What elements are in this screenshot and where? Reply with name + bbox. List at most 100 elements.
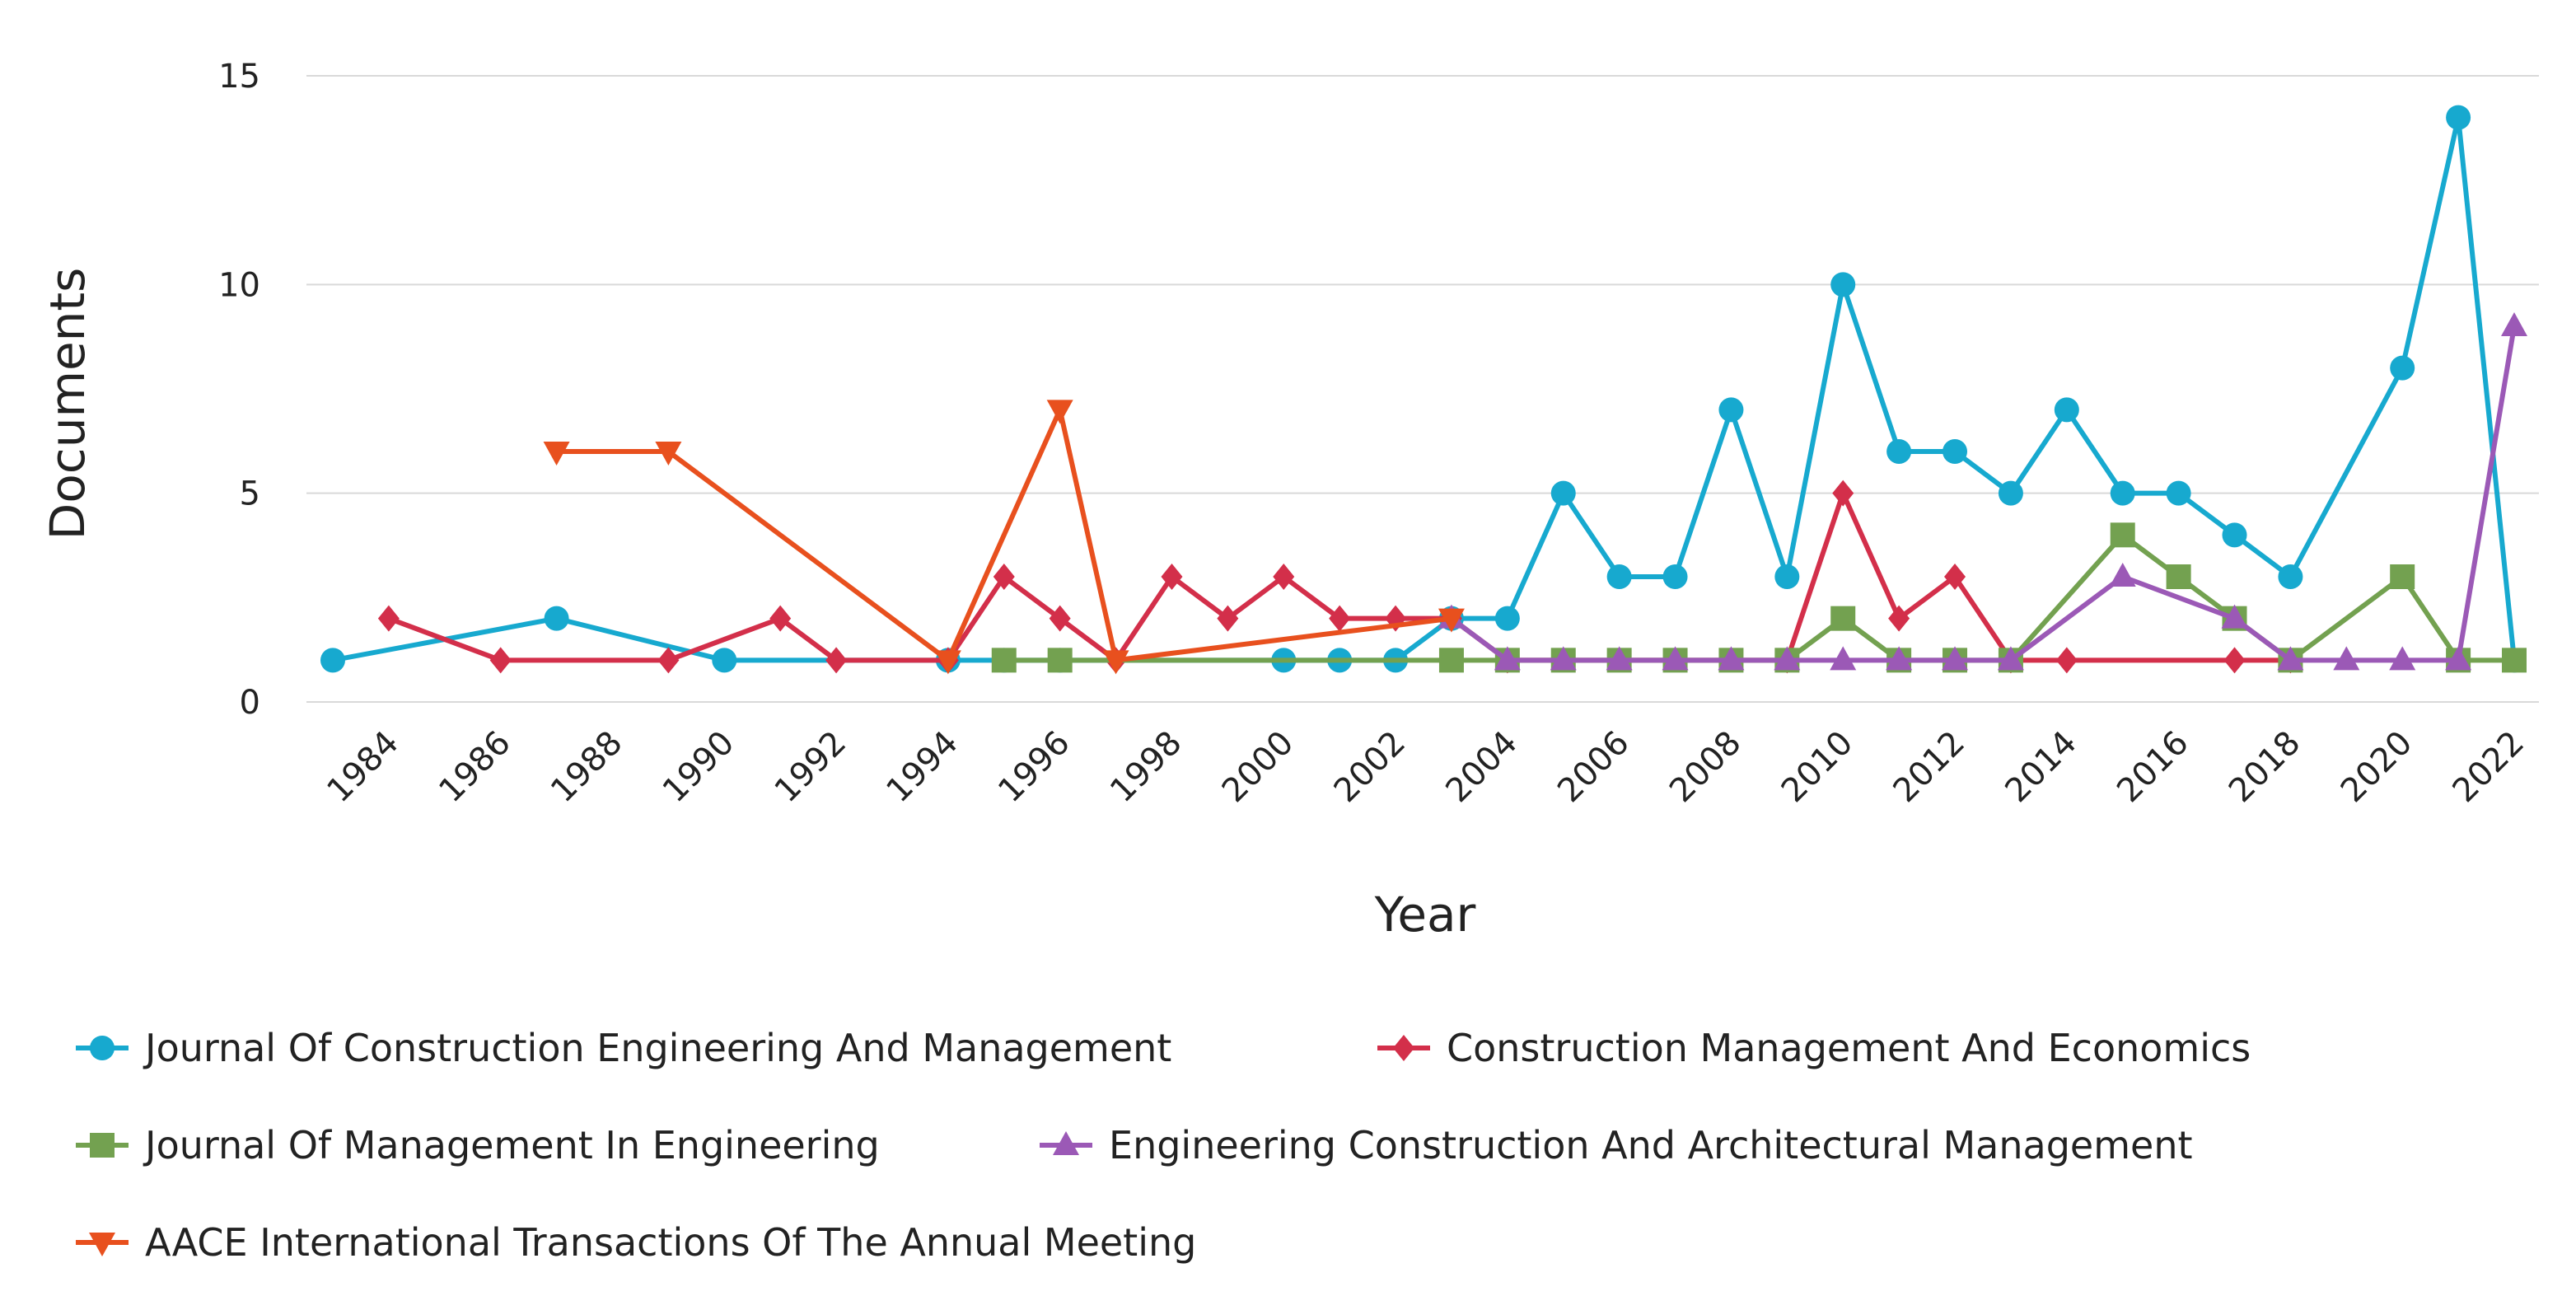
data-point — [2390, 564, 2415, 589]
x-axis-title: Year — [1374, 887, 1476, 943]
legend-item: AACE International Transactions Of The A… — [76, 1220, 1196, 1265]
data-point — [2223, 647, 2246, 674]
data-point — [1046, 400, 1073, 424]
data-point — [320, 648, 345, 673]
data-point — [1662, 564, 1688, 589]
data-point — [2446, 105, 2471, 130]
y-axis-title: Documents — [40, 268, 96, 540]
legend-swatch-marker — [89, 1233, 115, 1256]
x-tick-label: 1994 — [879, 724, 965, 811]
x-tick-label: 1998 — [1103, 724, 1190, 811]
data-point — [2110, 522, 2135, 548]
data-point — [712, 648, 737, 673]
y-axis-ticks: 0 5 10 15 — [218, 58, 260, 722]
series-5 — [543, 400, 1465, 675]
y-tick-label: 10 — [218, 266, 260, 304]
data-point — [1550, 646, 1577, 671]
data-point — [2166, 564, 2191, 589]
x-tick-label: 2012 — [1886, 724, 1973, 811]
legend-item: Journal Of Construction Engineering And … — [76, 1026, 1171, 1070]
x-tick-label: 2010 — [1774, 724, 1861, 811]
data-point — [2333, 646, 2360, 671]
data-point — [1774, 646, 1801, 671]
data-point — [544, 606, 569, 631]
legend-label: Journal Of Management In Engineering — [143, 1123, 880, 1167]
data-point — [543, 442, 570, 466]
data-point — [1047, 648, 1073, 673]
data-point — [1049, 605, 1071, 632]
data-point — [1832, 480, 1854, 507]
data-point — [1774, 564, 1800, 589]
data-point — [2390, 355, 2415, 381]
data-point — [1942, 646, 1969, 671]
data-point — [1550, 480, 1576, 506]
series-lines — [320, 105, 2527, 675]
x-tick-label: 1990 — [656, 724, 742, 811]
legend-swatch-marker — [90, 1133, 115, 1158]
data-point — [1944, 564, 1966, 590]
legend-item: Construction Management And Economics — [1377, 1026, 2251, 1070]
legend-label: AACE International Transactions Of The A… — [145, 1220, 1196, 1265]
data-point — [1997, 646, 2024, 671]
x-tick-label: 2020 — [2334, 724, 2420, 811]
data-point — [993, 564, 1015, 590]
data-point — [1329, 605, 1351, 632]
legend-swatch-marker — [1053, 1131, 1079, 1155]
x-tick-label: 2004 — [1438, 724, 1525, 811]
series-4 — [1438, 312, 2527, 671]
data-point — [2055, 647, 2078, 674]
data-point — [1161, 564, 1183, 590]
x-tick-label: 2000 — [1215, 724, 1302, 811]
data-point — [1830, 646, 1857, 671]
data-point — [1830, 606, 1856, 631]
x-tick-label: 1986 — [432, 724, 518, 811]
series-3 — [991, 522, 2527, 673]
data-point — [2110, 480, 2135, 506]
data-point — [2109, 563, 2136, 587]
data-point — [2054, 397, 2079, 423]
data-point — [825, 647, 848, 674]
series-line — [386, 490, 2293, 663]
data-point — [1273, 564, 1295, 590]
data-point — [934, 650, 961, 675]
data-point — [1718, 397, 1744, 423]
data-point — [1886, 439, 1912, 464]
x-axis-ticks: 1984 1986 1988 1990 1992 1994 1996 1998 2000 2002… — [320, 724, 2532, 811]
data-point — [1886, 646, 1913, 671]
data-point — [1217, 605, 1239, 632]
data-point — [2221, 604, 2248, 629]
data-point — [1718, 646, 1745, 671]
x-tick-label: 2008 — [1662, 724, 1749, 811]
data-point — [489, 647, 512, 674]
data-point — [657, 647, 680, 674]
data-point — [2278, 564, 2303, 589]
data-point — [2501, 312, 2527, 336]
data-point — [1494, 646, 1521, 671]
data-point — [2222, 522, 2247, 548]
data-point — [1943, 439, 1968, 464]
x-tick-label: 2006 — [1550, 724, 1637, 811]
x-tick-label: 2014 — [1998, 724, 2084, 811]
data-point — [655, 442, 682, 466]
legend-swatch-marker — [90, 1036, 115, 1060]
y-tick-label: 5 — [240, 475, 260, 513]
legend-label: Construction Management And Economics — [1447, 1026, 2251, 1070]
data-point — [2502, 648, 2527, 673]
x-tick-label: 2022 — [2446, 724, 2532, 811]
data-point — [1438, 648, 1464, 673]
x-tick-label: 1988 — [544, 724, 630, 811]
series-line — [554, 407, 1454, 663]
x-tick-label: 2002 — [1327, 724, 1414, 811]
legend-item: Engineering Construction And Architectur… — [1040, 1123, 2193, 1167]
data-point — [1606, 564, 1632, 589]
data-point — [2389, 646, 2416, 671]
legend-label: Journal Of Construction Engineering And … — [143, 1026, 1171, 1070]
data-point — [2445, 646, 2472, 671]
data-point — [1888, 605, 1910, 632]
x-tick-label: 2016 — [2110, 724, 2196, 811]
data-point — [1662, 646, 1689, 671]
x-tick-label: 1992 — [768, 724, 854, 811]
data-point — [769, 605, 792, 632]
x-tick-label: 1984 — [320, 724, 406, 811]
